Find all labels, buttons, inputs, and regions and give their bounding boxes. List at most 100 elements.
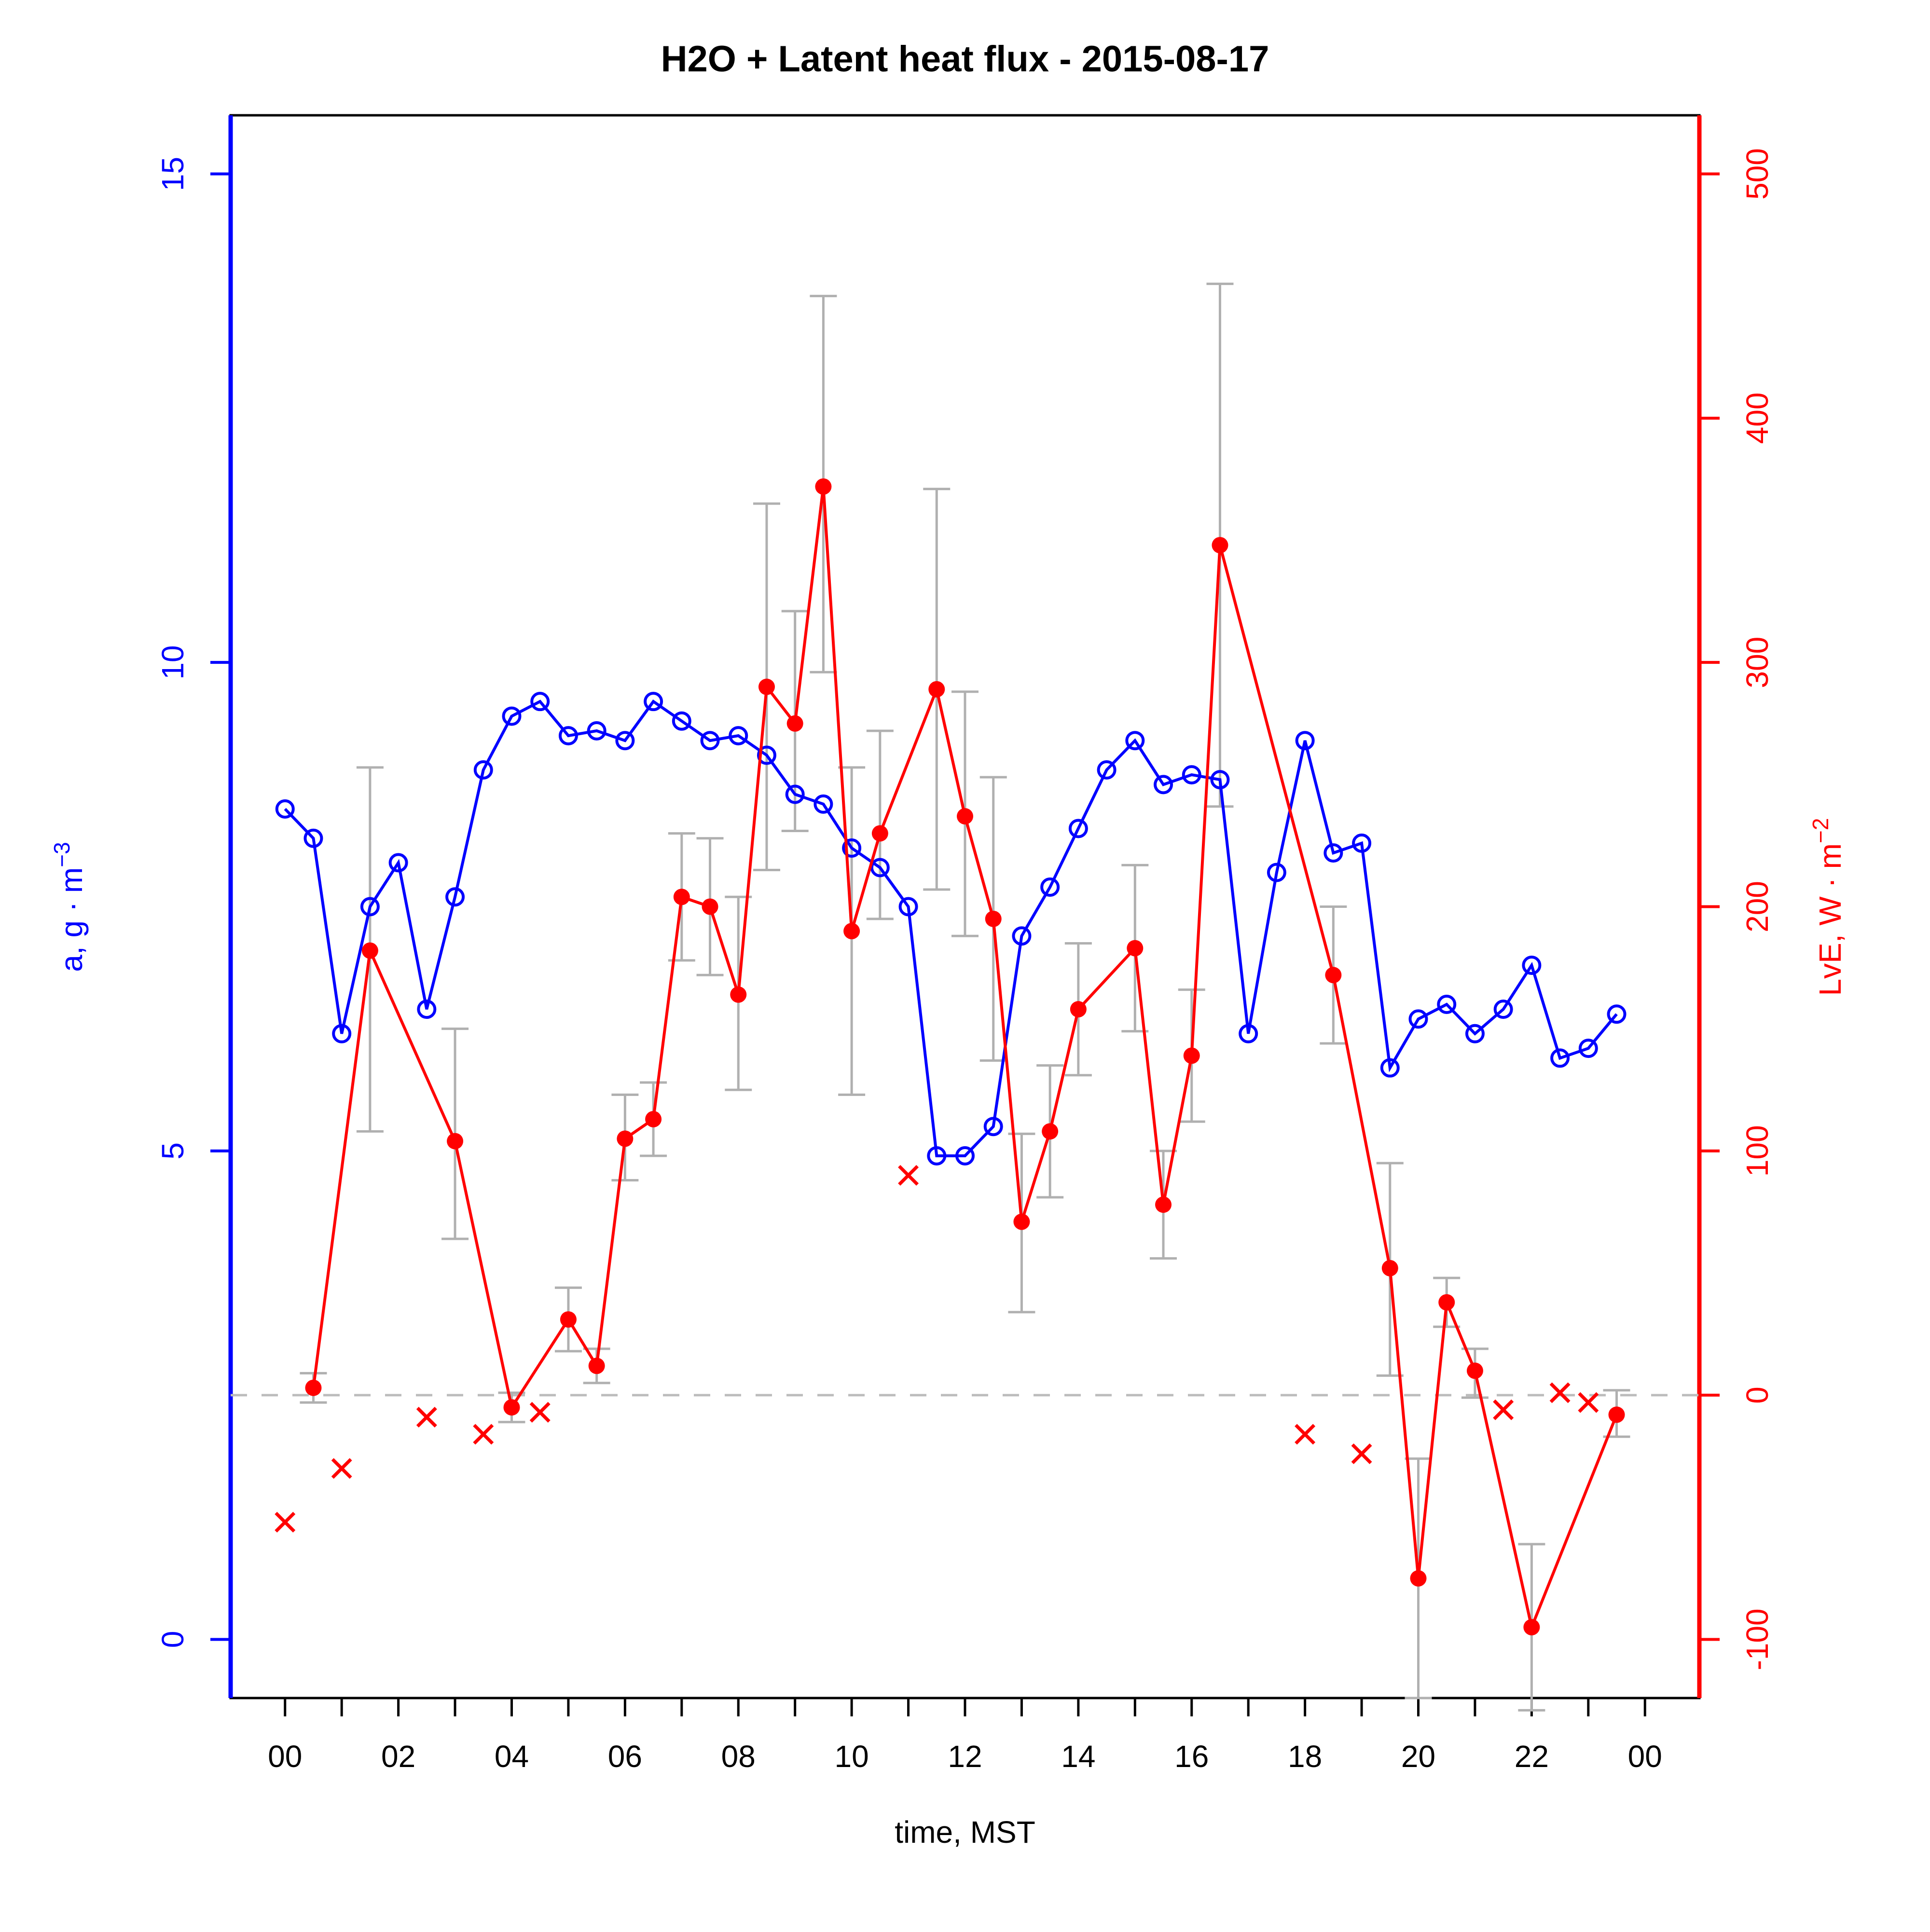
h2o-point: [1408, 1009, 1428, 1029]
x-tick-label: 00: [268, 1739, 302, 1774]
x-tick-label: 16: [1174, 1739, 1209, 1774]
lve-point: [305, 1379, 322, 1396]
x-tick-label: 22: [1515, 1739, 1549, 1774]
h2o-point: [927, 1146, 947, 1165]
x-tick-label: 02: [381, 1739, 415, 1774]
h2o-point: [1522, 956, 1542, 975]
h2o-point: [842, 838, 862, 858]
h2o-point: [870, 858, 890, 877]
rejected-x-icon: [1351, 1443, 1372, 1465]
y-right-tick-label: 100: [1740, 1125, 1775, 1177]
lve-series: [305, 478, 1625, 1636]
h2o-series: [275, 692, 1627, 1165]
h2o-point: [530, 692, 550, 712]
h2o-point: [1607, 1004, 1627, 1024]
y-axis-label-right: LvE, W · m−2: [1808, 818, 1847, 996]
y-right-tick-label: 500: [1740, 148, 1775, 200]
h2o-point: [1295, 731, 1315, 751]
x-tick-label: 10: [835, 1739, 869, 1774]
rejected-x-icon: [473, 1424, 494, 1445]
rejected-x-icon: [416, 1407, 437, 1428]
y-axis-label-right-main: LvE, W · m: [1813, 843, 1847, 996]
lve-point: [1410, 1570, 1427, 1587]
y-left-tick-label: 5: [155, 1142, 190, 1160]
y-axis-left: 0 5 10 15: [155, 115, 233, 1698]
lve-point: [673, 889, 690, 905]
lve-point: [957, 808, 973, 825]
lve-point: [361, 942, 378, 959]
lve-line: [312, 486, 1618, 1632]
h2o-point: [729, 726, 748, 746]
rejected-x-icon: [331, 1458, 352, 1479]
y-right-tick-label: 400: [1740, 392, 1775, 444]
h2o-point: [757, 745, 776, 765]
lve-point: [645, 1111, 662, 1128]
rejected-x-icon: [898, 1165, 919, 1186]
y-left-tick-label: 15: [155, 157, 190, 191]
lve-point: [786, 715, 803, 732]
h2o-point: [303, 828, 323, 848]
h2o-point: [672, 711, 691, 731]
lve-point: [758, 678, 775, 695]
lve-rejected-points: [275, 1165, 1599, 1533]
h2o-point: [388, 853, 408, 873]
y-left-tick-label: 0: [155, 1631, 190, 1648]
y-right-tick-label: -100: [1740, 1608, 1775, 1670]
rejected-x-icon: [1549, 1382, 1571, 1403]
x-tick-label: 06: [608, 1739, 642, 1774]
error-bars: [300, 282, 1630, 1712]
h2o-point: [1267, 863, 1286, 882]
lve-point: [702, 898, 718, 915]
lve-point: [588, 1357, 605, 1374]
h2o-point: [587, 721, 607, 740]
lve-point: [1183, 1047, 1200, 1064]
h2o-point: [785, 784, 805, 804]
h2o-point: [1210, 770, 1230, 790]
plot-area: 00 02 04 06 08 10 12 14 16 18 20 22 00051015-1000100…: [155, 114, 1775, 1774]
y-right-tick-label: 0: [1740, 1386, 1775, 1404]
x-tick-label: 00: [1628, 1739, 1662, 1774]
h2o-point: [417, 1000, 437, 1019]
lve-point: [1155, 1196, 1172, 1213]
h2o-point: [473, 760, 493, 780]
h2o-point: [1323, 843, 1343, 863]
x-tick-label: 08: [721, 1739, 756, 1774]
rejected-x-icon: [275, 1511, 296, 1533]
y-axis-label-left-sup: −3: [49, 842, 74, 867]
h2o-point: [983, 1117, 1003, 1137]
lve-point: [1013, 1213, 1030, 1230]
h2o-point: [275, 799, 295, 819]
lve-point: [928, 681, 945, 698]
rejected-x-icon: [1578, 1392, 1599, 1413]
h2o-point: [502, 706, 522, 726]
lve-point: [815, 478, 832, 495]
h2o-point: [813, 794, 833, 814]
h2o-point: [898, 897, 918, 917]
lve-point: [1381, 1260, 1398, 1276]
h2o-point: [615, 731, 635, 751]
lve-point: [1608, 1406, 1625, 1423]
y-axis-right: -100 0 100 200 300 400 500: [1697, 115, 1775, 1698]
lve-point: [985, 910, 1002, 927]
rejected-x-icon: [1295, 1424, 1316, 1445]
lve-point: [1466, 1362, 1483, 1379]
h2o-point: [332, 1024, 352, 1043]
lve-point: [730, 986, 747, 1003]
h2o-point: [1352, 833, 1372, 853]
lve-point: [1212, 537, 1228, 554]
h2o-point: [360, 897, 380, 917]
h2o-point: [1040, 877, 1060, 897]
h2o-point: [1465, 1024, 1485, 1043]
x-tick-label: 04: [495, 1739, 529, 1774]
lve-point: [1523, 1619, 1540, 1636]
lve-point: [843, 923, 860, 940]
h2o-point: [1437, 995, 1457, 1014]
h2o-point: [1154, 775, 1173, 795]
y-right-tick-label: 300: [1740, 637, 1775, 688]
lve-point: [447, 1133, 464, 1150]
h2o-point: [558, 726, 578, 746]
lve-point: [871, 825, 888, 842]
h2o-point: [1578, 1039, 1598, 1058]
y-axis-label-right-sup: −2: [1808, 818, 1833, 843]
